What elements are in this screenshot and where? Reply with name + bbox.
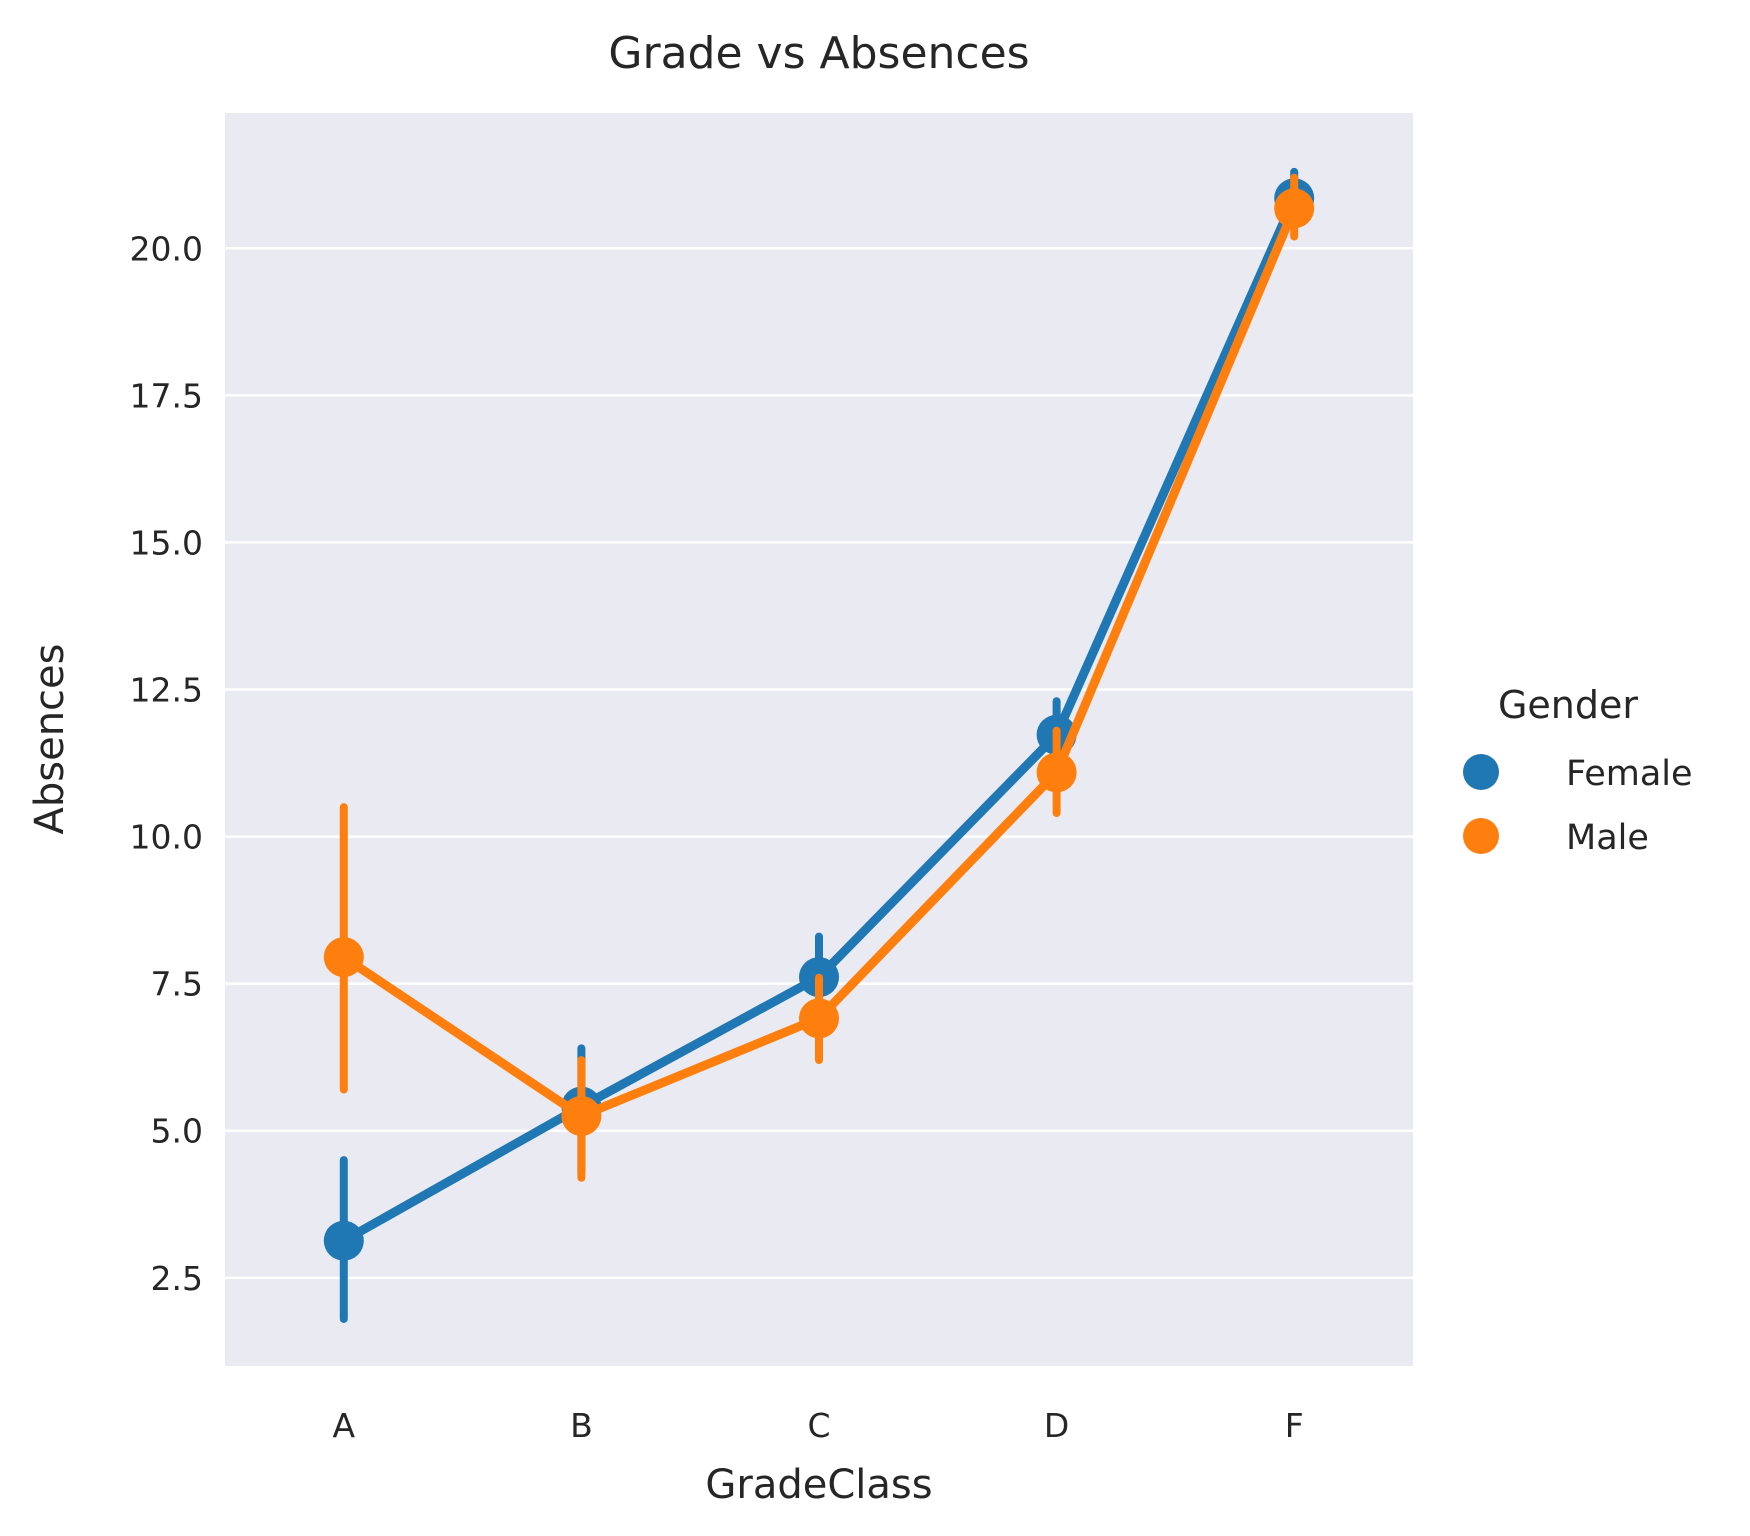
x-tick-label: B [570, 1406, 593, 1445]
series-layer [323, 167, 1315, 1323]
x-tick-label: C [807, 1406, 830, 1445]
point-male [1274, 188, 1315, 229]
plot-background [225, 113, 1413, 1366]
y-axis-label: Absences [27, 644, 73, 835]
point-male [561, 1095, 602, 1136]
series-male [323, 173, 1315, 1182]
legend-marker-male [1463, 818, 1499, 854]
x-tick-label: D [1044, 1406, 1069, 1445]
point-female [323, 1220, 364, 1261]
point-male [799, 998, 839, 1039]
y-tick-label: 20.0 [130, 229, 203, 268]
legend-label-male: Male [1566, 818, 1649, 858]
x-axis-label: GradeClass [705, 1462, 932, 1508]
y-tick-label: 17.5 [130, 376, 203, 415]
y-tick-label: 10.0 [130, 818, 203, 857]
legend-title: Gender [1498, 683, 1638, 727]
x-tick-label: F [1285, 1406, 1304, 1445]
legend-marker-female [1463, 754, 1499, 790]
y-tick-label: 15.0 [130, 523, 203, 562]
y-tick-label: 5.0 [151, 1112, 203, 1151]
y-tick-label: 12.5 [130, 670, 203, 709]
chart-title: Grade vs Absences [608, 28, 1029, 79]
point-male [323, 937, 364, 978]
y-tick-label: 2.5 [151, 1259, 203, 1298]
y-tick-label: 7.5 [151, 965, 203, 1004]
y-axis-ticks: 2.5 5.0 7.5 10.0 12.5 15.0 17.5 20.0 [130, 229, 203, 1297]
point-male [1036, 752, 1077, 793]
x-tick-label: A [333, 1406, 356, 1445]
legend: Gender Female Male [1463, 683, 1693, 858]
legend-label-female: Female [1566, 754, 1693, 794]
